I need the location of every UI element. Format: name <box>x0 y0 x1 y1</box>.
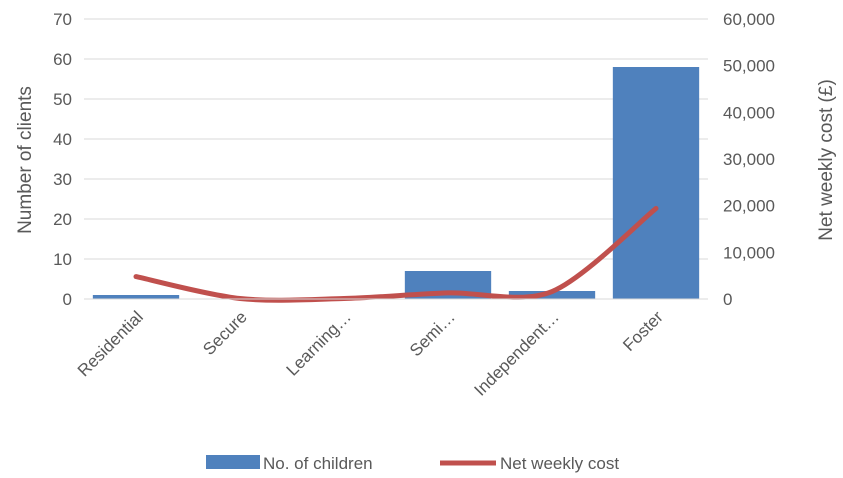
legend-label-cost: Net weekly cost <box>500 454 619 473</box>
y2-tick-label: 20,000 <box>723 197 775 216</box>
net-weekly-cost-line <box>136 208 656 300</box>
left-axis-ticks: 0 10 20 30 40 50 60 70 <box>53 10 72 309</box>
bar <box>613 67 699 299</box>
y-tick-label: 10 <box>53 250 72 269</box>
y2-tick-label: 0 <box>723 290 732 309</box>
right-axis-title: Net weekly cost (£) <box>816 79 837 241</box>
y-tick-label: 20 <box>53 210 72 229</box>
x-tick-label: Residential <box>74 307 147 380</box>
y-tick-label: 40 <box>53 130 72 149</box>
y-tick-label: 60 <box>53 50 72 69</box>
x-tick-label: Independent… <box>471 307 563 399</box>
x-tick-label: Secure <box>199 307 251 359</box>
y2-tick-label: 10,000 <box>723 243 775 262</box>
y-tick-label: 70 <box>53 10 72 29</box>
y-tick-label: 30 <box>53 170 72 189</box>
x-tick-label: Foster <box>619 307 667 355</box>
category-tick-labels: Residential Secure Learning… Semi… Independe… <box>74 307 667 400</box>
bar <box>93 295 179 299</box>
x-tick-label: Semi… <box>406 307 459 360</box>
y2-tick-label: 50,000 <box>723 57 775 76</box>
right-axis-ticks: 0 10,000 20,000 30,000 40,000 50,000 60,000 <box>723 10 775 309</box>
legend-label-children: No. of children <box>263 454 373 473</box>
y2-tick-label: 60,000 <box>723 10 775 29</box>
legend-swatch-children <box>206 455 260 469</box>
y2-tick-label: 30,000 <box>723 150 775 169</box>
left-axis-title: Number of clients <box>15 86 36 234</box>
y2-tick-label: 40,000 <box>723 103 775 122</box>
x-tick-label: Learning… <box>283 307 355 379</box>
y-tick-label: 0 <box>63 290 72 309</box>
y-tick-label: 50 <box>53 90 72 109</box>
legend: No. of children Net weekly cost <box>206 454 619 473</box>
bar-series <box>93 67 699 299</box>
